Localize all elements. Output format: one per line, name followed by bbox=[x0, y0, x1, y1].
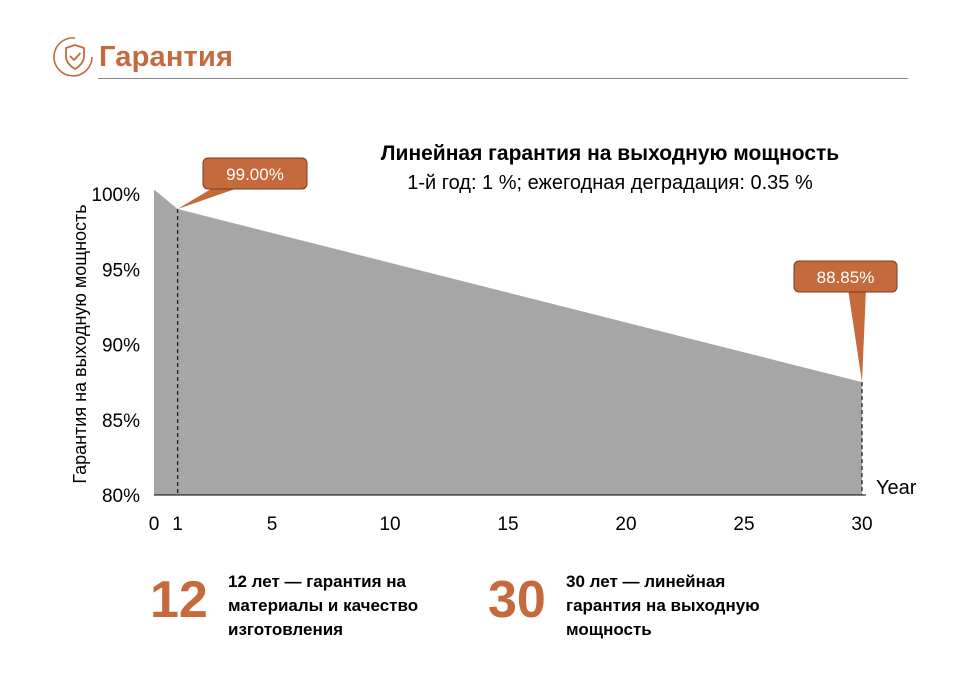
warranty-item-materials: 12 12 лет — гарантия на материалы и каче… bbox=[150, 568, 460, 648]
x-tick-label: 10 bbox=[379, 514, 400, 535]
warranty-years-number: 12 bbox=[150, 571, 208, 629]
y-tick-label: 100% bbox=[91, 185, 140, 206]
y-tick-label: 95% bbox=[102, 260, 140, 281]
x-tick-label: 25 bbox=[733, 514, 754, 535]
callout-box bbox=[793, 260, 898, 293]
x-tick-label: 0 bbox=[149, 514, 160, 535]
page-title: Гарантия bbox=[99, 41, 234, 73]
callout-pointer bbox=[177, 186, 238, 210]
callout-label: 88.85% bbox=[817, 268, 875, 287]
header-divider bbox=[98, 78, 908, 79]
area-series bbox=[154, 189, 862, 496]
chart-subtitle: 1-й год: 1 %; ежегодная деградация: 0.35… bbox=[407, 172, 813, 194]
callout-pointer bbox=[848, 289, 866, 383]
y-tick-label: 85% bbox=[102, 411, 140, 432]
description-line: гарантия на выходную bbox=[566, 596, 760, 615]
x-tick-label: 30 bbox=[851, 514, 872, 535]
header: Гарантия bbox=[52, 34, 908, 80]
description-line: мощность bbox=[566, 620, 652, 639]
y-tick-label: 80% bbox=[102, 486, 140, 507]
x-tick-label: 1 bbox=[172, 514, 183, 535]
description-line: изготовления bbox=[228, 620, 344, 639]
x-tick-label: 20 bbox=[615, 514, 636, 535]
callout-label: 99.00% bbox=[226, 165, 284, 184]
shield-check-icon bbox=[53, 37, 93, 77]
x-tick-label: 15 bbox=[497, 514, 518, 535]
warranty-description: 12 лет — гарантия на материалы и качеств… bbox=[228, 570, 418, 642]
callout-box bbox=[202, 157, 308, 190]
chart-title: Линейная гарантия на выходную мощность bbox=[380, 142, 840, 165]
warranty-years-number: 30 bbox=[488, 571, 546, 629]
description-line: 12 лет — гарантия на bbox=[228, 572, 406, 591]
description-line: материалы и качество bbox=[228, 596, 419, 615]
warranty-description: 30 лет — линейная гарантия на выходную м… bbox=[566, 570, 760, 642]
y-axis-label: Гарантия на выходную мощность bbox=[70, 204, 90, 483]
warranty-item-power-output: 30 30 лет — линейная гарантия на выходну… bbox=[488, 568, 808, 648]
y-tick-label: 90% bbox=[102, 336, 140, 357]
x-tick-label: 5 bbox=[267, 514, 278, 535]
x-axis-label: Year bbox=[876, 477, 917, 499]
description-line: 30 лет — линейная bbox=[566, 572, 726, 591]
